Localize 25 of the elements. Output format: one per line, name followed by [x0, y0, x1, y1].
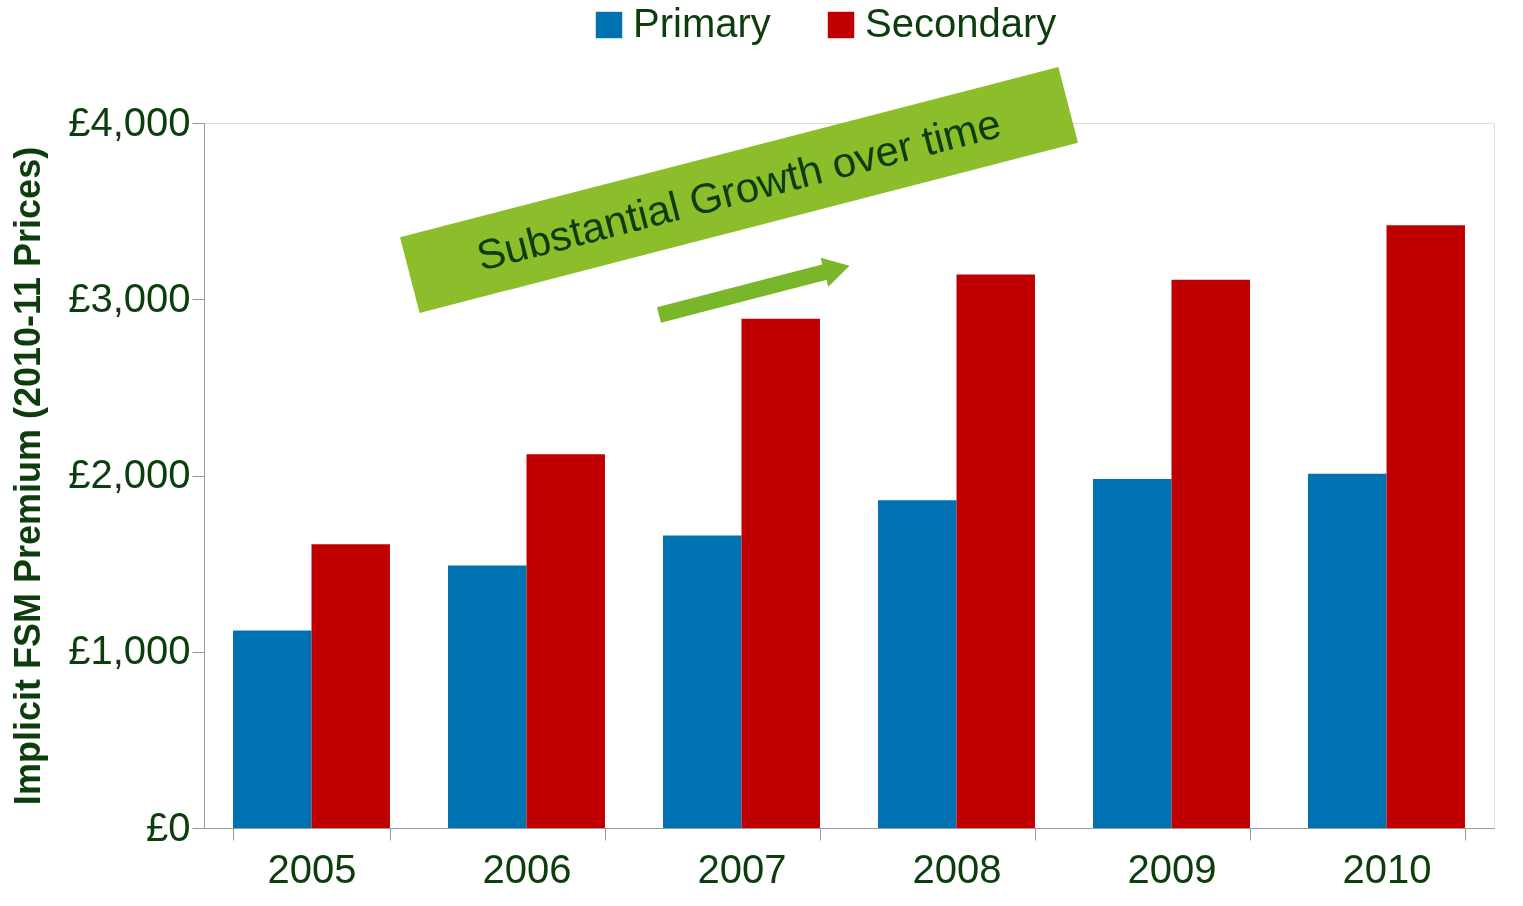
- bar: [1093, 479, 1172, 828]
- bar: [1308, 473, 1387, 828]
- bar: [878, 500, 957, 828]
- x-tick-label: 2005: [267, 846, 357, 891]
- bar: [311, 544, 390, 828]
- x-tick-label: 2009: [1127, 846, 1217, 891]
- bar: [1171, 279, 1250, 828]
- x-tick-label: 2010: [1342, 846, 1432, 891]
- y-tick-label: £1,000: [68, 628, 191, 673]
- y-tick-label: £2,000: [68, 452, 191, 496]
- y-tick-label: £0: [146, 804, 191, 849]
- bar: [663, 535, 742, 828]
- bar: [526, 454, 605, 828]
- bar: [233, 630, 312, 828]
- x-tick-label: 2006: [482, 846, 572, 891]
- bar: [448, 565, 527, 828]
- y-tick-label: £4,000: [68, 99, 191, 144]
- bar: [956, 274, 1035, 828]
- x-tick-label: 2008: [912, 846, 1002, 891]
- legend-label: Secondary: [865, 1, 1057, 45]
- y-tick-label: £3,000: [68, 275, 191, 320]
- legend-label: Primary: [633, 1, 771, 45]
- y-axis-title: Implicit FSM Premium (2010-11 Prices): [7, 146, 49, 806]
- bar: [1386, 225, 1465, 828]
- x-tick-label: 2007: [697, 846, 787, 891]
